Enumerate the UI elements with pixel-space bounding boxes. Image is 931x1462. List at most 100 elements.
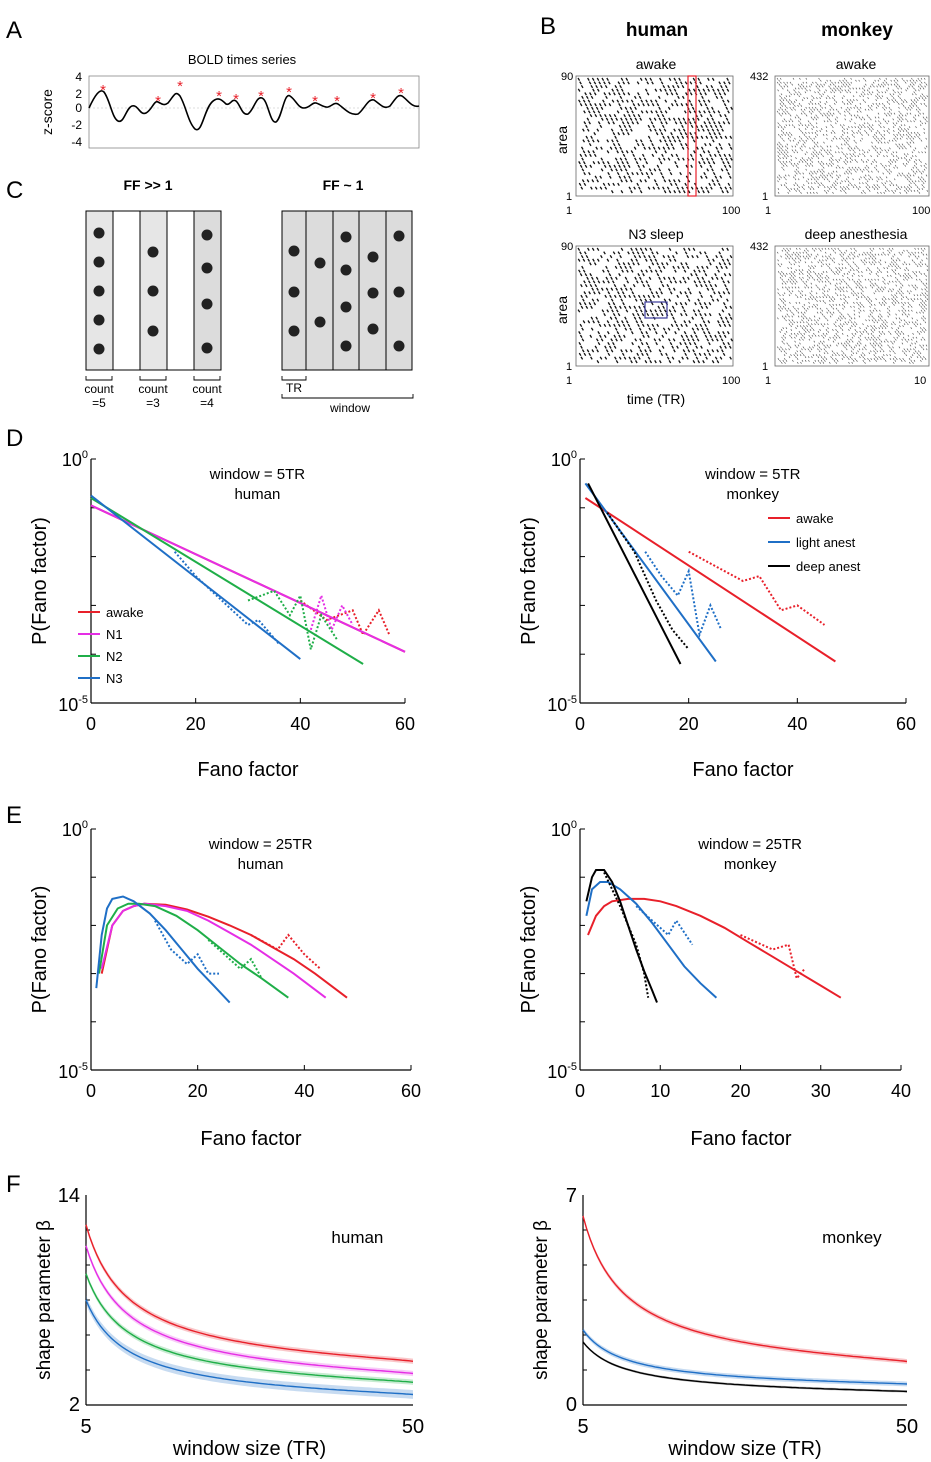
chart-annotation: window = 25TR	[697, 836, 802, 853]
peak-marker: *	[216, 88, 222, 105]
series-fit-line	[584, 482, 717, 663]
raster-highlight-red	[687, 75, 697, 197]
panel-a-tick: 4	[75, 70, 82, 84]
series-data-line	[247, 589, 338, 650]
raster-frame	[774, 245, 930, 367]
series-ci-band	[86, 1295, 413, 1399]
x-tick-label: 50	[896, 1416, 918, 1438]
y-tick-label-exp: -5	[567, 1061, 577, 1073]
series-data-line	[207, 939, 263, 979]
time-bin	[305, 210, 334, 371]
panel-b: human monkey awake awake N3 sleep deep a…	[554, 20, 930, 407]
event-dot	[314, 316, 326, 328]
series-line	[582, 1341, 908, 1393]
panel-c-right-title: FF ~ 1	[323, 177, 364, 193]
raster-human-awake	[575, 75, 734, 197]
event-dot	[393, 340, 405, 352]
series-fit-line	[585, 881, 718, 999]
series-data-line	[250, 933, 321, 970]
count-value: =4	[200, 396, 214, 410]
series-fit-line	[587, 482, 682, 665]
series-line	[582, 1215, 908, 1363]
event-dot	[340, 264, 352, 276]
series-fit-line	[95, 895, 231, 1004]
y-tick-label: 100	[551, 449, 577, 470]
x-tick-label: 20	[186, 714, 206, 734]
raster-xtick: 1	[566, 375, 572, 387]
raster-ylabel: area	[554, 296, 570, 324]
peak-marker: *	[312, 93, 318, 110]
peak-marker: *	[370, 90, 376, 107]
raster-highlight-blue	[644, 301, 668, 319]
raster-ytick: 90	[561, 71, 573, 83]
raster-ylabel: area	[554, 126, 570, 154]
raster-xtick: 100	[912, 205, 930, 217]
raster-ytick: 432	[750, 71, 768, 83]
event-dot	[367, 323, 379, 335]
series-line	[85, 1299, 414, 1396]
x-tick-label: 10	[650, 1081, 670, 1101]
y-tick-label: 100	[551, 819, 577, 840]
x-tick-label: 5	[577, 1416, 588, 1438]
event-dot	[201, 298, 213, 310]
raster-frame	[575, 75, 734, 197]
series-line	[85, 1224, 414, 1362]
series-fit-line	[584, 497, 836, 663]
y-axis-label: shape parameter β	[531, 1220, 552, 1380]
bold-timeseries-line	[88, 90, 420, 131]
event-dot	[393, 230, 405, 242]
y-tick-label-exp: 0	[82, 449, 88, 461]
y-tick-label: 10-5	[58, 1061, 88, 1082]
series-line	[85, 1273, 414, 1383]
x-tick-label: 20	[679, 714, 699, 734]
raster-xtick: 1	[566, 205, 572, 217]
peak-marker: *	[100, 82, 106, 99]
x-tick-label: 40	[290, 714, 310, 734]
event-dot	[93, 314, 105, 326]
x-axis-label: Fano factor	[690, 1128, 792, 1150]
event-dot	[314, 257, 326, 269]
raster-xlabel: time (TR)	[627, 391, 685, 407]
y-tick-label-exp: -5	[78, 1061, 88, 1073]
x-tick-label: 60	[395, 714, 415, 734]
series-data-line	[644, 551, 723, 639]
event-dot	[288, 325, 300, 337]
peak-marker: *	[233, 91, 239, 108]
legend-label: deep anest	[796, 559, 861, 574]
y-axis-label: P(Fano factor)	[518, 886, 540, 1014]
chart-f-human: 14 25 50 window size (TR) shape parameter β h…	[34, 1185, 424, 1460]
panel-a-ylabel: z-score	[39, 89, 55, 135]
panel-a-tick: 0	[75, 101, 82, 115]
chart-annotation: window = 5TR	[704, 466, 801, 483]
y-tick-label: 10-5	[547, 694, 577, 715]
panel-b-col-human: human	[626, 20, 688, 41]
event-dot	[201, 262, 213, 274]
panel-c: FF >> 1 FF ~ 1 count =5 count =3 count =…	[84, 177, 414, 415]
event-dot	[93, 256, 105, 268]
tr-label: TR	[286, 381, 302, 395]
chart-annotation: monkey	[822, 1228, 882, 1247]
series-data-line	[299, 599, 391, 637]
chart-annotation: human	[238, 856, 284, 873]
x-axis-label: Fano factor	[197, 759, 299, 781]
legend-label: N3	[106, 671, 123, 686]
peak-marker: *	[398, 85, 404, 102]
x-axis-label: Fano factor	[200, 1128, 302, 1150]
panel-letter-b: B	[540, 13, 556, 40]
raster-title: awake	[636, 56, 677, 72]
time-bin	[112, 210, 141, 371]
y-axis-label: P(Fano factor)	[518, 517, 540, 645]
raster-ytick: 1	[566, 361, 572, 373]
chart-annotation: human	[331, 1228, 383, 1247]
y-tick-label: 7	[566, 1185, 577, 1207]
event-dot	[147, 246, 159, 258]
chart-annotation: monkey	[727, 486, 780, 503]
x-tick-label: 0	[575, 714, 585, 734]
series-fit-line	[100, 902, 327, 999]
x-axis-label: window size (TR)	[667, 1438, 821, 1460]
legend-label: N2	[106, 649, 123, 664]
panel-letter-f: F	[6, 1171, 21, 1198]
chart-annotation: window = 5TR	[209, 466, 306, 483]
panel-a-tick: -4	[71, 135, 82, 149]
